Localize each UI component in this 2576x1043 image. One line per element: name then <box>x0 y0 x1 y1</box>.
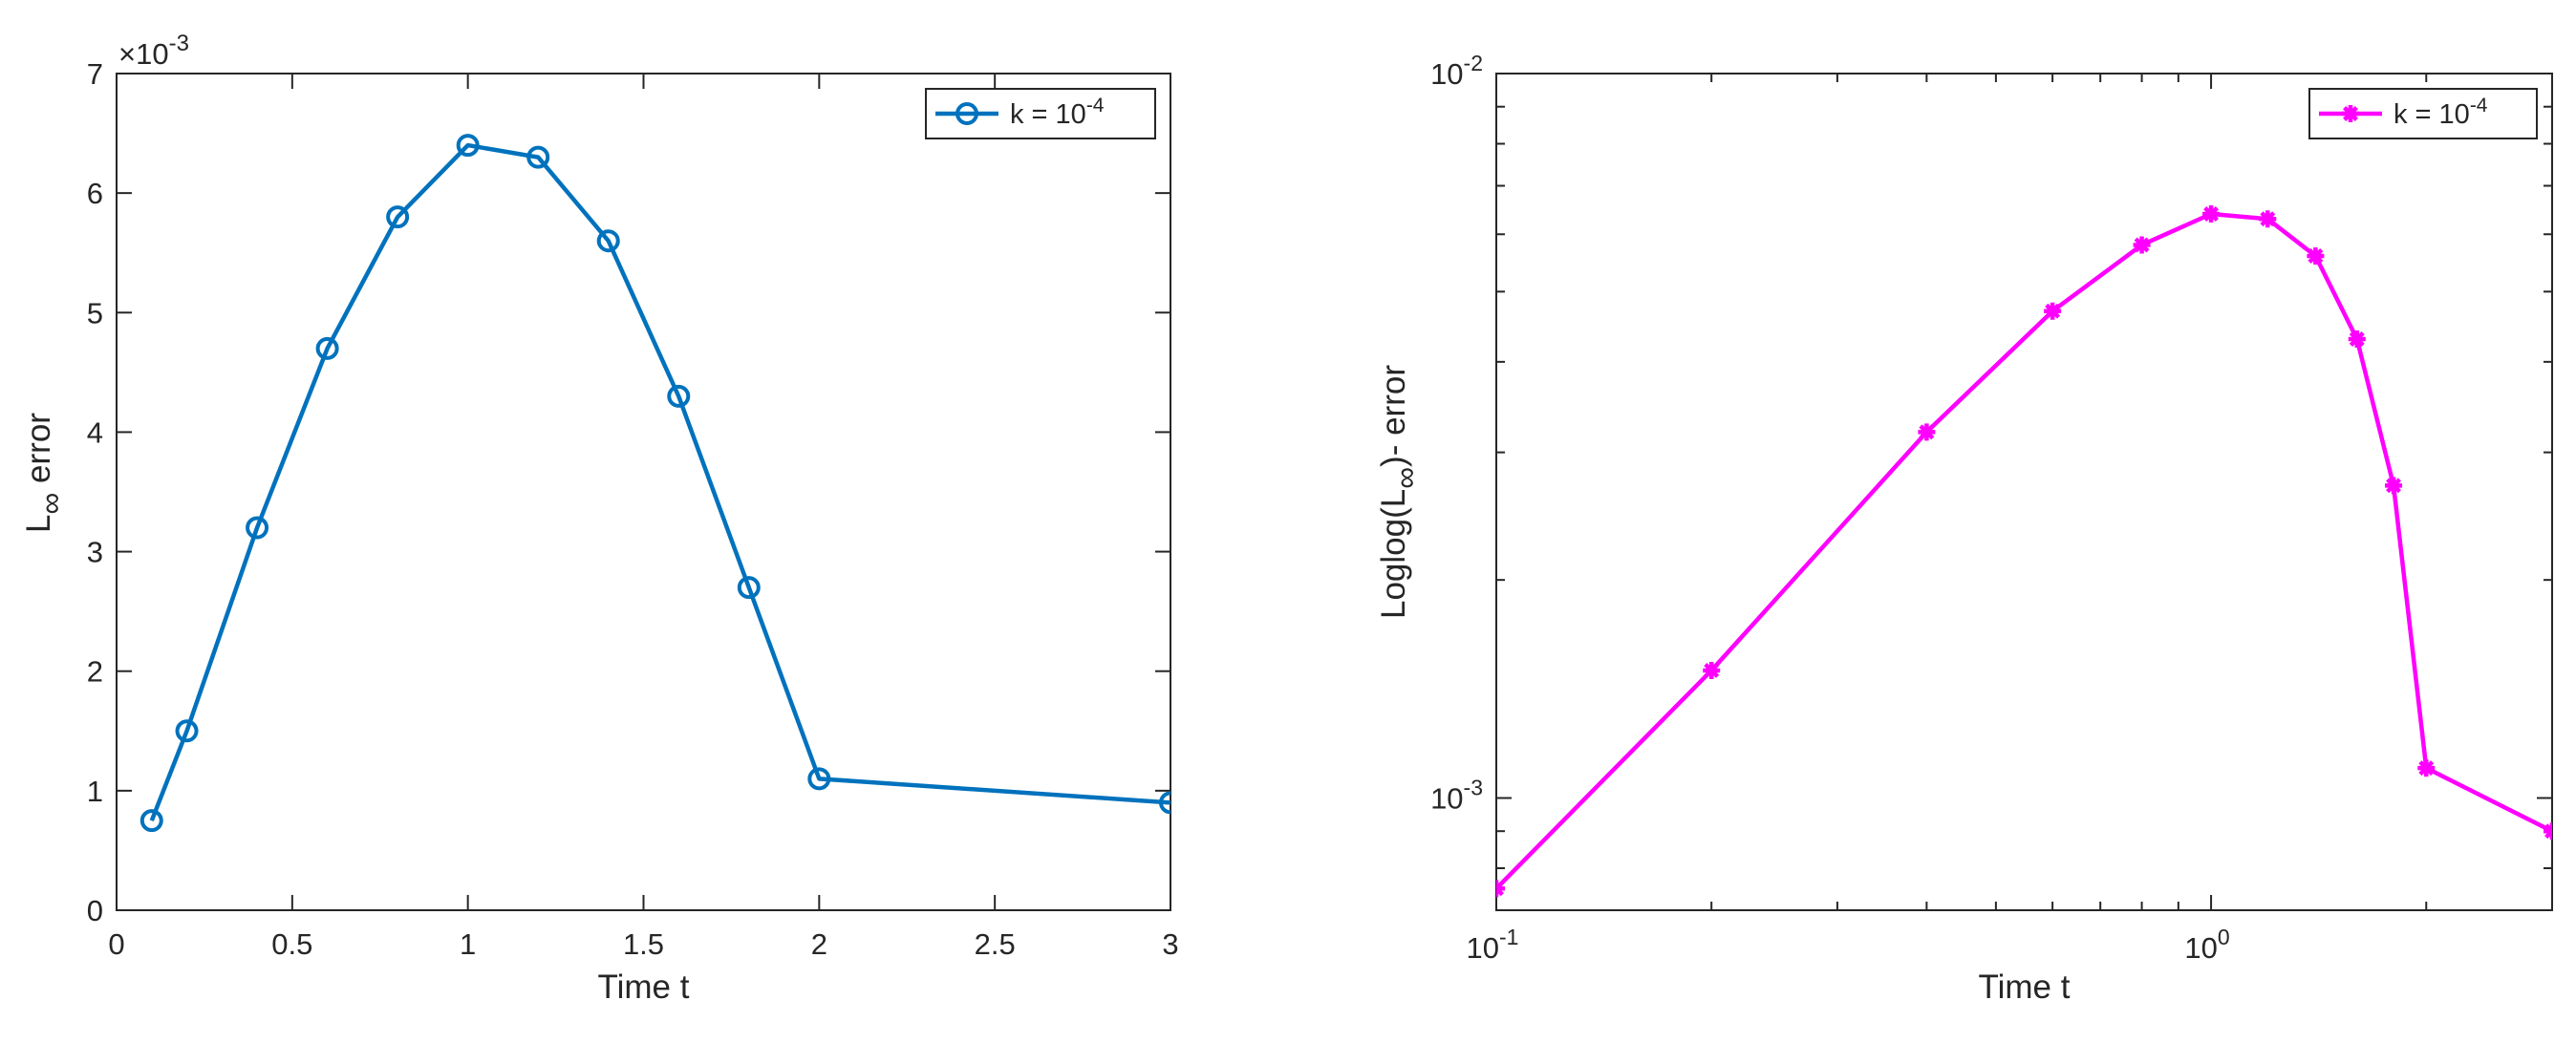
data-point <box>737 576 761 600</box>
data-point <box>1159 791 1170 815</box>
y-tick-label: 5 <box>87 296 103 330</box>
series-line <box>1496 211 2552 890</box>
legend-marker <box>2342 105 2359 122</box>
x-tick-base: 10 <box>1467 931 1499 965</box>
y-tick-label: 1 <box>87 775 103 808</box>
data-point <box>1918 423 1936 441</box>
axes-box <box>1495 73 2553 911</box>
data-point <box>1496 880 1505 898</box>
data-point <box>2259 210 2277 228</box>
y-tick-label: 6 <box>87 177 103 210</box>
y-label-suffix: )- error <box>1375 365 1412 467</box>
data-point <box>2385 477 2403 495</box>
y-axis-label: Loglog(L∞)- error <box>1375 365 1423 619</box>
data-point <box>315 336 339 360</box>
x-tick-label: 0.5 <box>271 927 312 961</box>
y-tick-label: 10-2 <box>1430 51 1483 91</box>
data-point <box>386 205 410 229</box>
x-tick-label: 100 <box>2184 925 2229 965</box>
x-tick-label: 1.5 <box>623 927 664 961</box>
y-tick-power: -2 <box>1464 51 1483 75</box>
data-point <box>2544 822 2552 841</box>
data-point <box>526 145 550 169</box>
axes-box <box>116 73 1171 911</box>
data-point <box>1703 661 1721 679</box>
y-exponent-power: -3 <box>169 31 189 56</box>
legend-label: k = 10-4 <box>1010 95 1105 130</box>
data-point <box>140 809 163 833</box>
data-point <box>2202 205 2221 224</box>
data-point <box>2348 330 2366 349</box>
linear-error-plot: 0 0.5 1 1.5 2 2.5 3 0 1 2 3 4 5 6 7 ×10-3 Time t L∞ error… <box>20 31 1179 1006</box>
y-tick-label: 10-3 <box>1430 776 1483 816</box>
y-label-main: Loglog(L <box>1375 489 1412 619</box>
y-tick-power: -3 <box>1464 776 1483 800</box>
data-point <box>807 767 831 791</box>
legend-superscript: -4 <box>2470 95 2488 117</box>
y-exponent-label: ×10-3 <box>118 31 189 71</box>
data-point <box>596 229 620 253</box>
x-tick-label: 2.5 <box>975 927 1016 961</box>
x-tick-label: 2 <box>811 927 827 961</box>
y-tick-label: 2 <box>87 655 103 689</box>
y-label-subscript: ∞ <box>33 493 68 515</box>
series-line <box>149 142 1170 821</box>
y-tick-label: 0 <box>87 894 103 927</box>
legend-superscript: -4 <box>1086 95 1105 117</box>
data-point <box>667 384 691 408</box>
y-tick-label: 4 <box>87 415 103 449</box>
x-tick-label: 1 <box>460 927 476 961</box>
legend-marker <box>955 102 978 125</box>
x-tick-base: 10 <box>2184 931 2217 965</box>
data-point <box>246 516 269 540</box>
legend-name: k = 10 <box>1010 99 1086 130</box>
data-point <box>456 134 480 158</box>
y-exponent-base: ×10 <box>118 37 169 71</box>
series-group <box>140 134 1170 833</box>
x-tick-power: 0 <box>2218 925 2230 949</box>
x-tick-label: 10-1 <box>1467 925 1519 965</box>
y-tick-base: 10 <box>1430 57 1463 91</box>
x-axis-label: Time t <box>1979 968 2071 1006</box>
x-tick-label: 3 <box>1162 927 1178 961</box>
x-axis-label: Time t <box>598 968 690 1006</box>
y-label-subscript: ∞ <box>1388 467 1423 489</box>
data-point <box>2044 302 2062 320</box>
series-group <box>1496 205 2552 898</box>
data-point <box>2417 759 2436 777</box>
data-point <box>175 719 199 743</box>
x-tick-label: 0 <box>108 927 124 961</box>
data-point <box>2133 236 2151 254</box>
y-tick-label: 3 <box>87 536 103 569</box>
legend-name: k = 10 <box>2394 99 2470 130</box>
x-tick-power: -1 <box>1499 925 1518 949</box>
legend-label: k = 10-4 <box>2394 95 2488 130</box>
y-label-suffix: error <box>20 413 57 493</box>
y-tick-label: 7 <box>87 57 103 91</box>
y-label-main: L <box>20 514 57 532</box>
y-axis-label: L∞ error <box>20 413 68 533</box>
y-tick-base: 10 <box>1430 782 1463 816</box>
data-point <box>2307 247 2325 266</box>
